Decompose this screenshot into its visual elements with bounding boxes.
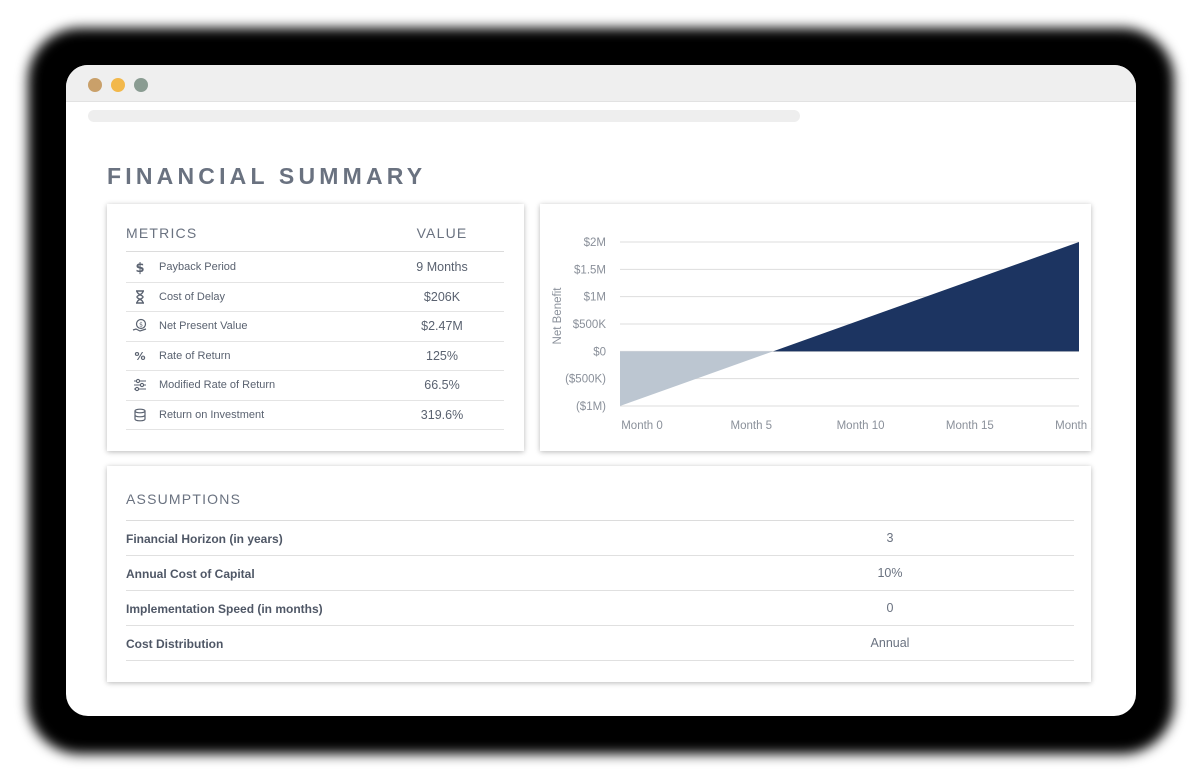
- assumption-row-financial-horizon: Financial Horizon (in years) 3: [126, 521, 1074, 556]
- y-tick-label: $2M: [584, 237, 606, 249]
- x-tick-label: Month 0: [621, 420, 663, 432]
- metric-label: Modified Rate of Return: [159, 379, 276, 391]
- metrics-row-net-present-value: $ Net Present Value $2.47M: [126, 312, 504, 342]
- browser-window: FINANCIAL SUMMARY METRICS VALUE $ Paybac…: [66, 65, 1136, 716]
- metrics-column-header: METRICS: [126, 225, 198, 241]
- metric-label: Net Present Value: [159, 320, 248, 332]
- metric-label: Rate of Return: [159, 349, 231, 362]
- y-axis-label: Net Benefit: [552, 287, 564, 345]
- metric-label: Payback Period: [159, 261, 237, 273]
- metrics-row-return-on-investment: Return on Investment 319.6%: [126, 401, 504, 430]
- assumption-value: 10%: [877, 566, 903, 580]
- assumption-value: Annual: [870, 636, 910, 650]
- svg-text:$: $: [139, 322, 143, 329]
- metrics-row-rate-of-return: % Rate of Return 125%: [126, 342, 504, 371]
- dollar-icon: $: [132, 259, 148, 276]
- hourglass-icon: [132, 289, 148, 305]
- assumptions-header: ASSUMPTIONS: [126, 491, 1074, 521]
- metric-value: 125%: [426, 348, 458, 363]
- money-hand-icon: $: [132, 318, 148, 334]
- assumption-label: Implementation Speed (in months): [126, 602, 323, 616]
- metric-label: Return on Investment: [159, 408, 265, 421]
- metric-value: 66.5%: [424, 378, 460, 392]
- metrics-table-header: METRICS VALUE: [126, 225, 504, 252]
- window-dot-3[interactable]: [134, 78, 148, 92]
- window-dot-2[interactable]: [111, 78, 125, 92]
- assumption-value: 0: [886, 601, 894, 615]
- assumption-label: Annual Cost of Capital: [126, 567, 255, 581]
- assumption-value: 3: [886, 531, 894, 545]
- y-tick-label: ($1M): [576, 401, 606, 413]
- assumptions-card: ASSUMPTIONS Financial Horizon (in years)…: [107, 466, 1091, 682]
- sliders-icon: [132, 377, 148, 393]
- value-column-header: VALUE: [416, 225, 468, 241]
- metrics-row-cost-of-delay: Cost of Delay $206K: [126, 283, 504, 312]
- assumption-row-implementation-speed: Implementation Speed (in months) 0: [126, 591, 1074, 626]
- metric-label: Cost of Delay: [159, 290, 226, 303]
- x-tick-label: Month 20: [1055, 420, 1091, 432]
- y-tick-label: $1.5M: [574, 264, 606, 276]
- x-tick-label: Month 15: [946, 420, 994, 432]
- x-tick-label: Month 5: [731, 420, 773, 432]
- assumption-label: Financial Horizon (in years): [126, 532, 283, 546]
- y-tick-label: $500K: [573, 319, 607, 331]
- svg-text:%: %: [134, 350, 145, 363]
- percent-icon: %: [132, 348, 148, 364]
- assumption-row-annual-cost-of-capital: Annual Cost of Capital 10%: [126, 556, 1074, 591]
- x-tick-label: Month 10: [837, 420, 885, 432]
- coins-icon: [132, 407, 148, 423]
- metrics-row-payback-period: $ Payback Period 9 Months: [126, 253, 504, 283]
- net-benefit-chart-card: $2M $1.5M $1M $500K $0 ($500K) ($1M) Month 0 Mon…: [540, 204, 1091, 451]
- svg-text:$: $: [135, 261, 144, 275]
- metric-value: 9 Months: [416, 260, 468, 274]
- window-dot-1[interactable]: [88, 78, 102, 92]
- page-title: FINANCIAL SUMMARY: [107, 163, 427, 189]
- address-bar[interactable]: [88, 110, 800, 122]
- window-titlebar: [66, 65, 1136, 102]
- net-benefit-chart: $2M $1.5M $1M $500K $0 ($500K) ($1M) Month 0 Mon…: [552, 237, 1091, 432]
- positive-area: [773, 242, 1079, 352]
- metric-value: $2.47M: [421, 319, 463, 333]
- metric-value: 319.6%: [420, 407, 464, 422]
- assumption-row-cost-distribution: Cost Distribution Annual: [126, 626, 1074, 661]
- metric-value: $206K: [423, 289, 461, 304]
- metrics-row-modified-rate-of-return: Modified Rate of Return 66.5%: [126, 371, 504, 401]
- assumption-label: Cost Distribution: [126, 637, 224, 651]
- y-tick-label: ($500K): [565, 374, 606, 386]
- assumptions-title: ASSUMPTIONS: [126, 491, 242, 507]
- y-tick-label: $0: [593, 346, 606, 358]
- y-tick-label: $1M: [584, 292, 606, 304]
- metrics-card: METRICS VALUE $ Payback Period 9 Months …: [107, 204, 524, 451]
